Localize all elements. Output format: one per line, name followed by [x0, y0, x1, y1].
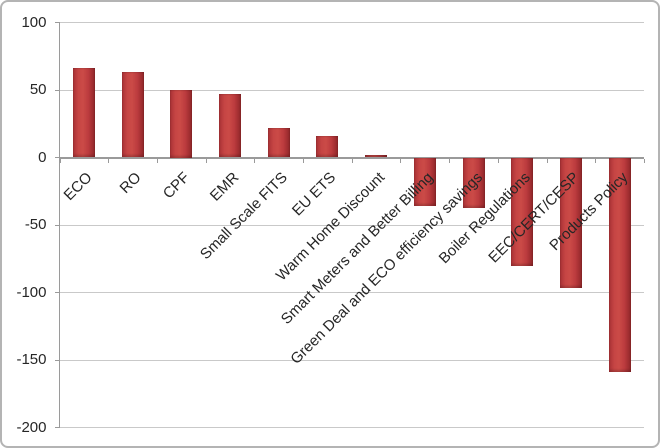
y-gridline [59, 359, 644, 361]
bar-eco [72, 68, 95, 158]
bar-ro [121, 72, 144, 158]
x-axis-tick [59, 158, 61, 163]
y-axis-tick-label: 100 [21, 13, 47, 31]
y-gridline [59, 22, 644, 23]
y-gridline [59, 292, 644, 293]
x-axis-tick [156, 158, 158, 163]
x-axis-tick [400, 158, 402, 163]
bar-warm-home-discount [365, 154, 388, 158]
x-axis-tick [497, 158, 499, 163]
y-gridline [59, 224, 644, 226]
bar-products-policy [608, 158, 631, 372]
y-axis-tick-label: -50 [24, 216, 47, 233]
x-axis-tick [595, 158, 597, 163]
bar-cpf [170, 90, 193, 158]
y-axis-line [58, 22, 60, 428]
x-axis-line [59, 157, 644, 159]
x-axis-tick [644, 158, 645, 163]
bar-boiler-regulations [511, 158, 534, 267]
y-axis-tick [54, 224, 60, 226]
bar-eu-ets [316, 135, 339, 158]
y-axis-tick [54, 89, 60, 91]
y-axis-tick-label: 50 [29, 81, 47, 98]
x-axis-category-label: EMR [206, 168, 243, 205]
bar-small-scale-fits [267, 127, 290, 158]
y-axis-tick-label: -100 [16, 283, 47, 301]
x-axis-category-label: CPF [160, 168, 194, 202]
bar-eec-cert-cesp [559, 158, 582, 288]
y-axis-tick [54, 359, 60, 361]
x-axis-tick [449, 158, 451, 163]
x-axis-tick [351, 158, 353, 163]
y-axis-tick [54, 427, 60, 428]
x-axis-category-label: ECO [60, 168, 96, 204]
x-axis-category-label: Small Scale FITS [196, 168, 291, 263]
y-axis-tick-label: -200 [16, 418, 47, 436]
x-axis-tick [254, 158, 256, 163]
x-axis-tick [108, 158, 110, 163]
x-axis-category-label: RO [116, 168, 145, 197]
y-axis-tick-label: -150 [16, 351, 47, 368]
bar-green-deal-and-eco-efficiency-savings [462, 158, 485, 209]
bar-emr [218, 94, 241, 158]
y-axis-tick-label: 0 [38, 148, 47, 166]
x-axis-tick [546, 158, 548, 163]
y-axis-tick [54, 292, 60, 293]
x-axis-tick [205, 158, 207, 163]
y-gridline [59, 89, 644, 91]
bar-smart-meters-and-better-billing [413, 158, 436, 206]
y-gridline [59, 427, 644, 428]
x-axis-tick [303, 158, 305, 163]
y-axis-tick [54, 22, 60, 23]
y-axis-tick [54, 157, 60, 158]
